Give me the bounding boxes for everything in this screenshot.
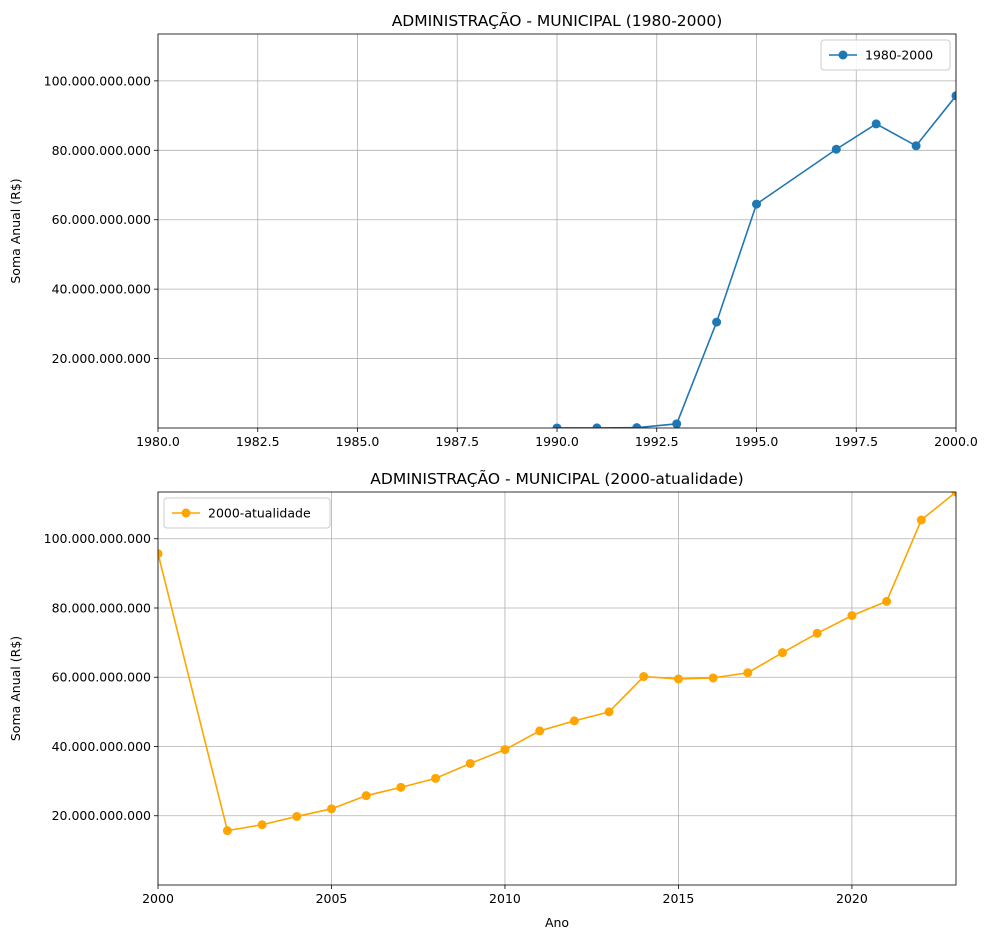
data-point — [535, 726, 545, 736]
x-tick-label: 1982.5 — [236, 434, 280, 449]
y-tick-label: 100.000.000.000 — [44, 531, 151, 546]
y-tick-label: 100.000.000.000 — [44, 73, 151, 88]
legend-box — [163, 497, 331, 529]
data-point — [712, 317, 722, 327]
y-tick-label: 80.000.000.000 — [52, 600, 151, 615]
x-tick-label: 2015 — [663, 891, 695, 906]
data-point — [951, 492, 956, 497]
x-tick-label: 1995.0 — [735, 434, 779, 449]
data-point — [552, 423, 562, 428]
y-tick-label: 40.000.000.000 — [52, 282, 151, 297]
series-line — [158, 492, 956, 832]
data-point — [326, 804, 336, 814]
data-point — [500, 745, 510, 755]
plot-frame — [157, 491, 957, 886]
data-point — [951, 91, 956, 101]
data-point — [812, 628, 822, 638]
data-point — [396, 782, 406, 792]
y-tick-label: 20.000.000.000 — [52, 808, 151, 823]
x-tick-label: 2000.0 — [934, 434, 978, 449]
subplot-2: 2000 2005 2010 2015 2020 20.000.000.000 40.000… — [8, 469, 957, 930]
data-point — [916, 515, 926, 525]
plot-frame — [157, 33, 957, 429]
data-point — [672, 419, 682, 428]
x-tick-label: 1990.0 — [535, 434, 579, 449]
data-point — [158, 549, 163, 559]
chart-title: ADMINISTRAÇÃO - MUNICIPAL (1980-2000) — [392, 11, 723, 30]
x-tick-label: 1980.0 — [136, 434, 180, 449]
data-point — [882, 596, 892, 606]
data-point — [292, 811, 302, 821]
legend-label: 1980-2000 — [865, 48, 933, 63]
y-tick-label: 40.000.000.000 — [52, 739, 151, 754]
data-point — [911, 141, 921, 151]
x-tick-label: 1992.5 — [635, 434, 679, 449]
data-point — [604, 707, 614, 717]
data-point — [592, 423, 602, 428]
data-point — [431, 773, 441, 783]
x-axis-label: Ano — [545, 915, 569, 930]
subplot-1: 1980.0 1982.5 1985.0 1987.5 1990.0 1992.5 1995… — [8, 11, 978, 449]
data-point — [673, 674, 683, 684]
data-point — [743, 668, 753, 678]
x-tick-label: 2005 — [316, 891, 348, 906]
data-point — [257, 820, 267, 830]
data-point — [752, 199, 761, 209]
y-axis-label: Soma Anual (R$) — [8, 178, 23, 283]
x-tick-label: 2020 — [836, 891, 868, 906]
y-tick-label: 20.000.000.000 — [52, 351, 151, 366]
y-tick-label: 60.000.000.000 — [52, 212, 151, 227]
y-tick-label: 60.000.000.000 — [52, 670, 151, 685]
legend-box — [820, 39, 951, 71]
data-point — [639, 672, 649, 682]
x-tick-label: 1985.0 — [336, 434, 380, 449]
data-point — [847, 611, 857, 621]
data-point — [569, 716, 579, 726]
data-point — [708, 673, 718, 683]
data-point — [222, 826, 232, 836]
legend-marker — [838, 50, 848, 60]
x-tick-label: 2000 — [142, 891, 174, 906]
chart-title: ADMINISTRAÇÃO - MUNICIPAL (2000-atualida… — [370, 469, 743, 488]
data-point — [465, 758, 475, 768]
data-point — [361, 791, 371, 801]
y-axis-label: Soma Anual (R$) — [8, 636, 23, 741]
x-tick-label: 1987.5 — [435, 434, 479, 449]
data-point — [831, 144, 841, 154]
legend-marker — [181, 508, 191, 518]
legend-label: 2000-atualidade — [208, 506, 311, 521]
x-tick-label: 2010 — [489, 891, 521, 906]
legend: 1980-2000 — [820, 39, 951, 71]
series-2000-atualidade — [158, 492, 956, 836]
y-tick-label: 80.000.000.000 — [52, 143, 151, 158]
data-point — [871, 119, 881, 129]
data-point — [778, 648, 788, 658]
x-tick-label: 1997.5 — [834, 434, 878, 449]
data-point — [632, 423, 642, 428]
legend: 2000-atualidade — [163, 497, 331, 529]
